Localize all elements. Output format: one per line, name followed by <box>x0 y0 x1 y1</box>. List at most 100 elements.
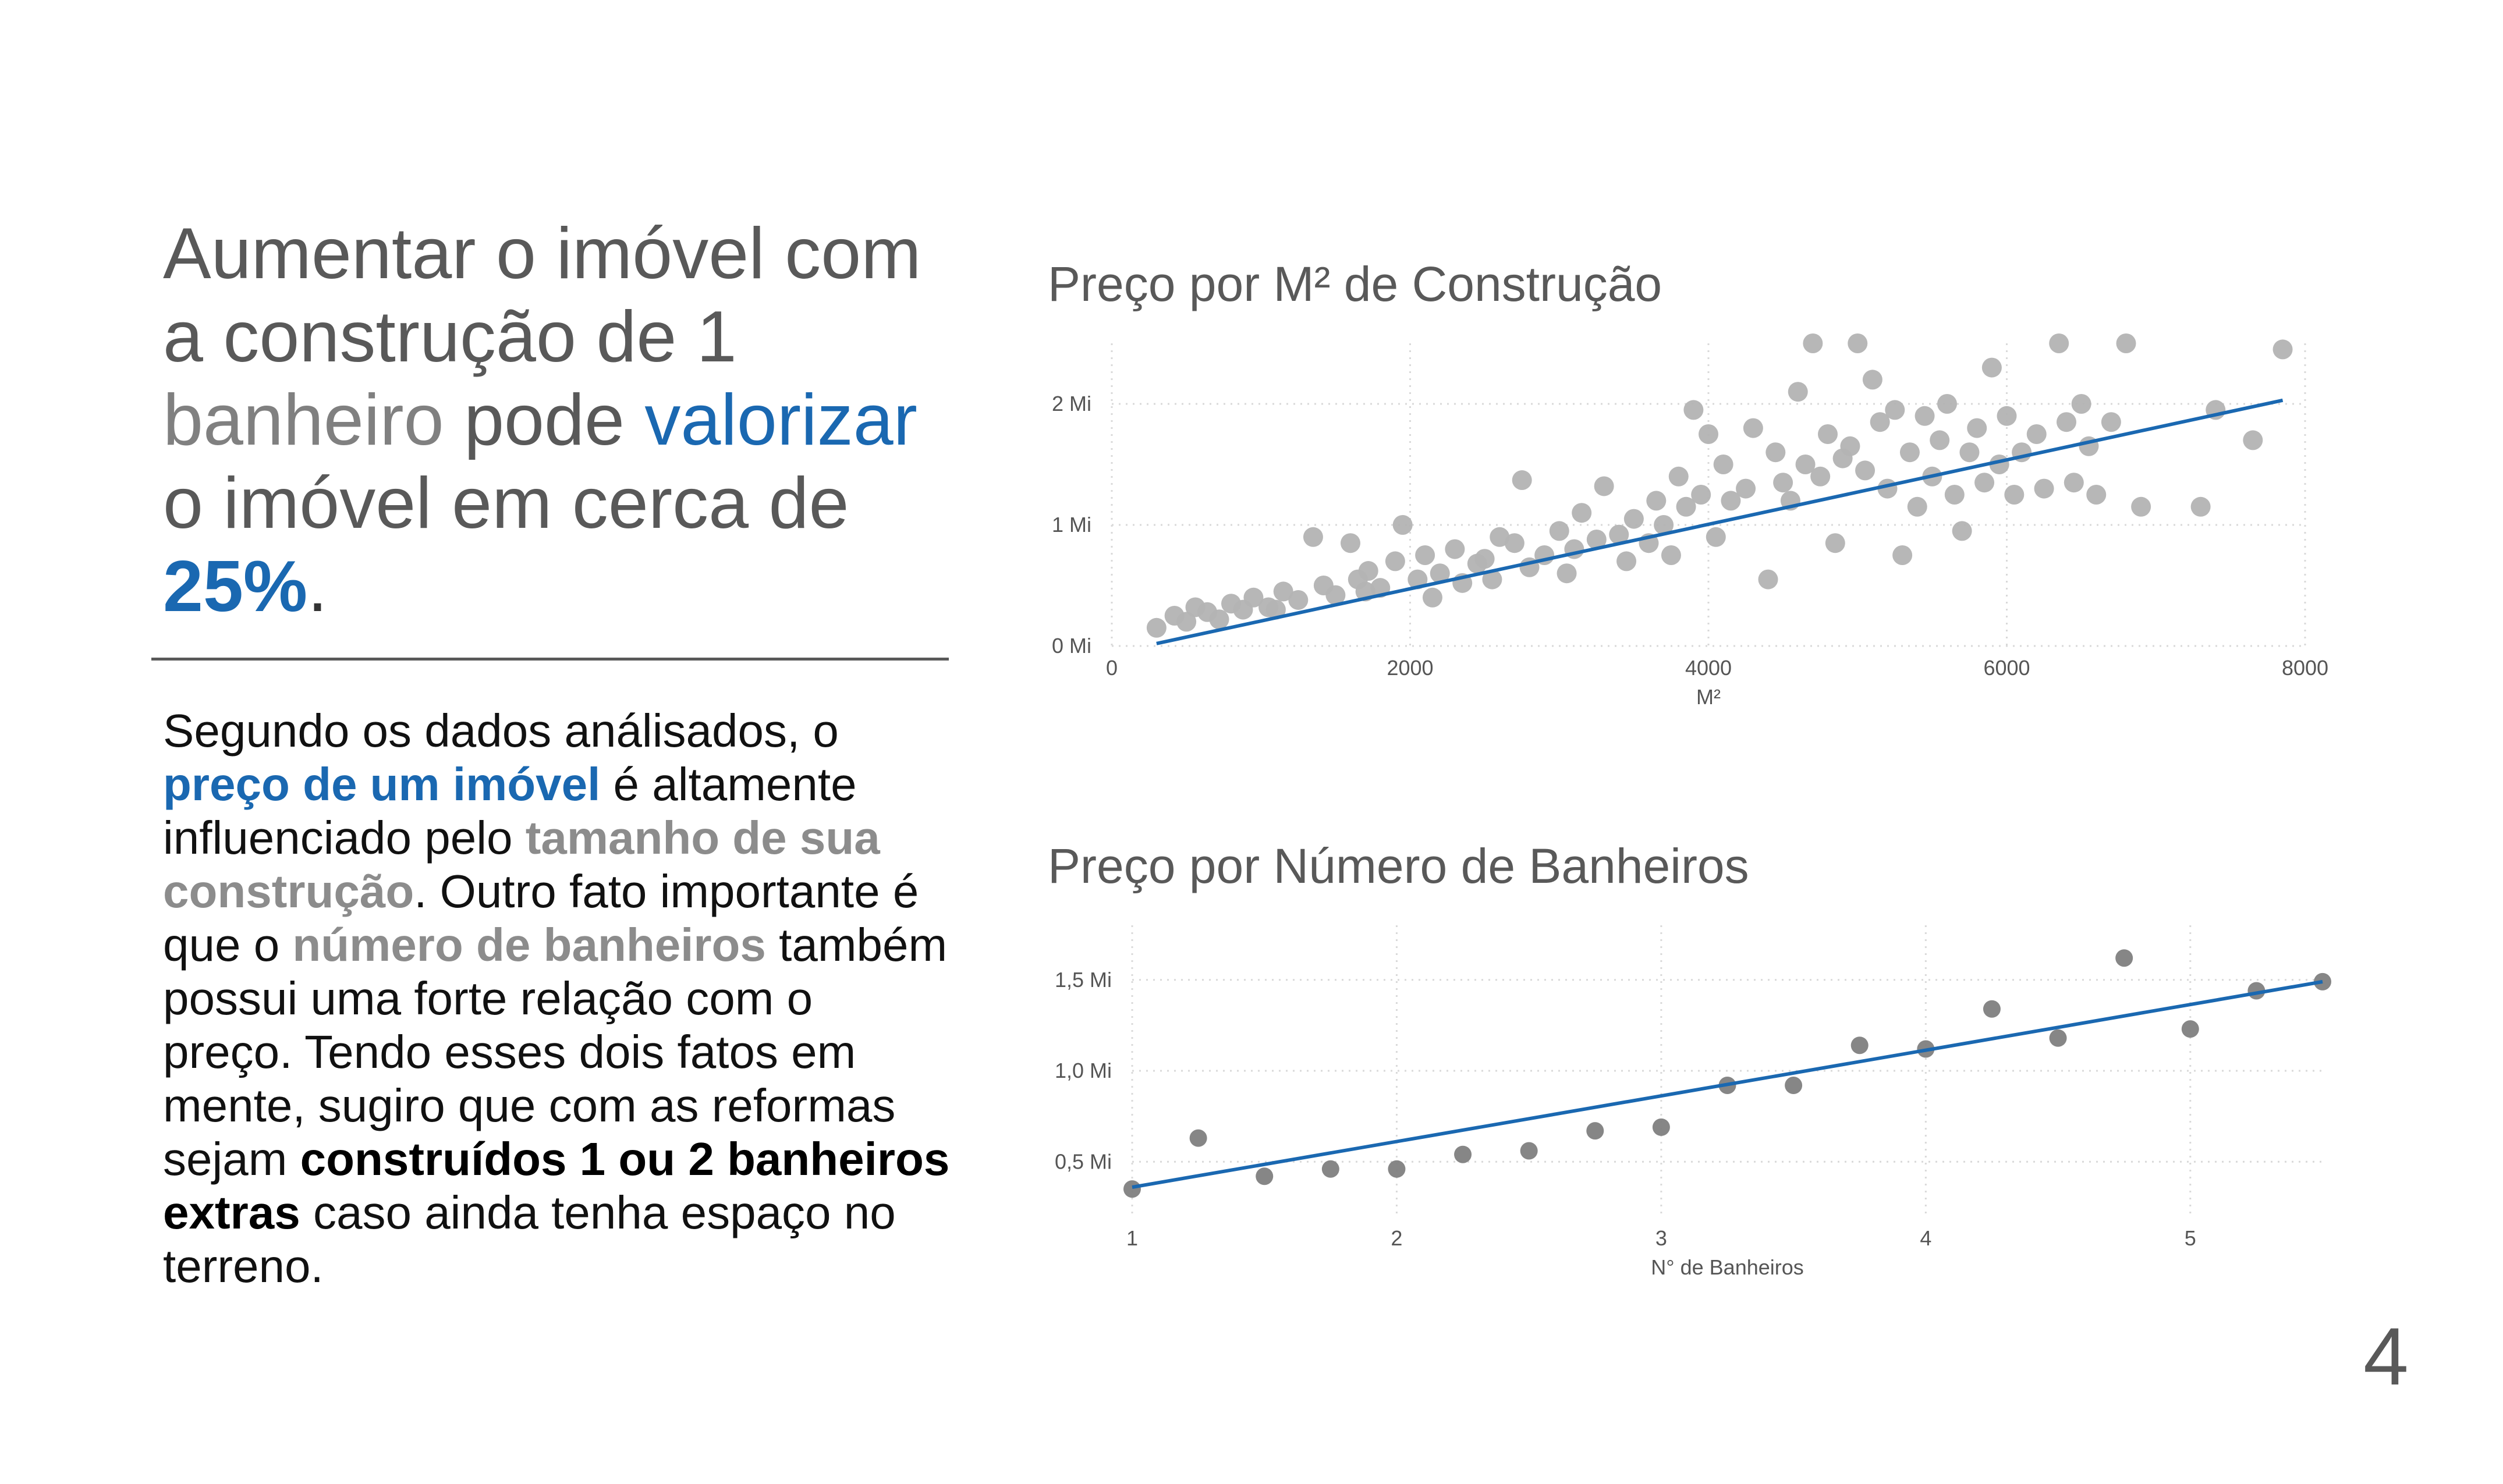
chart-title-bathrooms: Preço por Número de Banheiros <box>1048 839 1749 893</box>
x-tick-label: 4000 <box>1685 656 1732 680</box>
data-point <box>1609 524 1629 545</box>
data-point <box>1504 533 1525 553</box>
data-point <box>1273 581 1293 602</box>
data-point <box>1937 394 1957 414</box>
body-t3: é altamente influenciado pelo <box>163 758 857 864</box>
x-tick-label: 2000 <box>1387 656 1433 680</box>
data-point <box>1661 545 1681 565</box>
data-point <box>1773 473 1793 493</box>
body-paragraph: Segundo os dados análisados, o preço de … <box>163 704 955 1293</box>
body-highlight-bathrooms: número de banheiros <box>292 919 766 971</box>
data-point <box>1646 491 1667 511</box>
data-point <box>1676 496 1696 517</box>
trend-line <box>1156 398 2284 645</box>
trend-line <box>1132 979 2323 1189</box>
data-point <box>1430 563 1450 584</box>
data-point <box>2101 412 2121 432</box>
headline: Aumentar o imóvel com a construção de 1 … <box>163 212 966 629</box>
data-point <box>1586 529 1607 549</box>
data-point <box>1341 533 1360 553</box>
data-point <box>1930 430 1950 450</box>
data-point <box>1385 551 1405 571</box>
x-tick-label: 6000 <box>1983 656 2030 680</box>
data-point <box>2272 339 2293 360</box>
data-point <box>1959 442 1980 463</box>
headline-part-3: pode <box>444 380 645 460</box>
divider <box>151 658 949 661</box>
data-point <box>2049 333 2069 353</box>
data-point <box>1616 551 1637 571</box>
data-point <box>1788 382 1808 402</box>
data-point <box>1652 1118 1670 1136</box>
data-point <box>1997 406 2017 426</box>
data-point <box>1209 609 1229 630</box>
data-point <box>1885 400 1905 420</box>
y-tick-label: 1 Mi <box>1052 513 1091 537</box>
data-point <box>1358 561 1378 581</box>
headline-part-5: o imóvel em cerca de <box>163 463 849 544</box>
data-point <box>1654 515 1674 535</box>
data-point <box>1594 476 1614 496</box>
data-point <box>1967 418 1987 438</box>
data-point <box>1392 515 1413 535</box>
data-point <box>2086 485 2107 505</box>
data-point <box>1758 569 1778 590</box>
data-point <box>1870 412 1890 432</box>
data-point <box>1915 406 1935 426</box>
x-tick-label: 2 <box>1391 1226 1402 1250</box>
data-point <box>1303 527 1323 547</box>
body-t7: também possui uma forte relação com o pr… <box>163 919 948 1185</box>
data-point <box>1388 1160 1406 1178</box>
data-point <box>1691 485 1711 505</box>
headline-percentage: 25% <box>163 546 308 627</box>
headline-valorizar: valorizar <box>644 380 917 460</box>
data-point <box>1944 485 1965 505</box>
data-point <box>1454 1145 1472 1163</box>
scatter-chart-area: 0 2000 4000 6000 8000 0 Mi 1 Mi 2 Mi M² <box>1052 333 2328 709</box>
data-point <box>2243 430 2263 450</box>
data-point <box>1850 1036 1869 1055</box>
data-point <box>2190 496 2211 517</box>
data-point <box>1785 1077 1803 1094</box>
data-point <box>1706 527 1726 547</box>
data-point <box>1445 539 1465 559</box>
data-point <box>1490 527 1510 547</box>
data-point <box>1520 1142 1538 1160</box>
data-point <box>1243 587 1264 608</box>
data-point <box>1713 455 1733 474</box>
y-tick-label: 2 Mi <box>1052 392 1091 416</box>
scatter-chart-bathrooms: 1 2 3 4 5 0,5 Mi 1,0 Mi 1,5 Mi N° de Banheiros <box>1055 925 2331 1279</box>
data-point <box>1512 470 1532 491</box>
data-point <box>1803 333 1823 353</box>
data-point <box>2116 333 2136 353</box>
page-number: 4 <box>2363 1311 2409 1402</box>
data-point <box>1549 521 1569 541</box>
data-point <box>1586 1122 1604 1140</box>
data-point <box>1795 455 1816 474</box>
y-tick-label: 0,5 Mi <box>1055 1149 1112 1173</box>
data-point <box>1736 478 1756 499</box>
x-axis-label: N° de Banheiros <box>1651 1255 1804 1279</box>
data-point <box>1146 617 1167 638</box>
body-highlight-size: tamanho de sua construção <box>163 812 880 917</box>
data-point <box>1557 563 1577 584</box>
data-point <box>1825 533 1845 553</box>
x-tick-label: 8000 <box>2282 656 2328 680</box>
body-t5: . Outro fato importante é que o <box>163 865 919 971</box>
data-point <box>2049 1029 2067 1047</box>
data-point <box>1862 370 1882 390</box>
data-point <box>1765 442 1786 463</box>
data-point <box>2181 1020 2199 1038</box>
data-point <box>1265 599 1286 620</box>
data-point <box>1321 1160 1339 1178</box>
data-point <box>1892 545 1913 565</box>
data-point <box>1422 587 1442 608</box>
x-tick-label: 0 <box>1106 656 1118 680</box>
data-point <box>1176 612 1197 632</box>
headline-part-1: Aumentar o imóvel com a construção de 1 <box>163 214 921 377</box>
data-point <box>1818 424 1838 444</box>
data-point <box>1974 473 1995 493</box>
data-point <box>1325 585 1346 605</box>
data-point <box>2115 949 2133 967</box>
headline-banheiro: banheiro <box>163 380 444 460</box>
